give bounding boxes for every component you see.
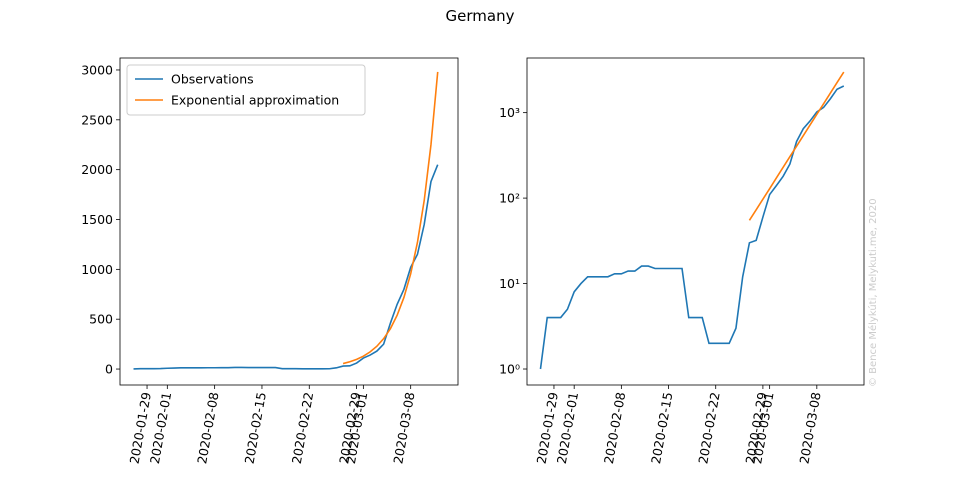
y-tick-label: 3000 xyxy=(81,62,113,77)
y-tick-label: 1000 xyxy=(81,262,113,277)
y-tick-label: 0 xyxy=(105,362,113,377)
y-tick-label: 10² xyxy=(499,191,520,206)
y-tick-label: 1500 xyxy=(81,212,113,227)
y-tick-label: 500 xyxy=(89,312,113,327)
legend-box xyxy=(126,64,366,116)
data-line xyxy=(748,71,845,221)
data-line xyxy=(342,71,439,365)
y-tick-label: 10⁰ xyxy=(499,362,520,377)
y-tick-label: 10³ xyxy=(499,105,520,120)
y-tick-label: 2000 xyxy=(81,162,113,177)
axes-frame xyxy=(526,57,865,386)
legend-label: Observations xyxy=(171,72,254,87)
watermark: © Bence Mélykúti, Melykuti.me, 2020 xyxy=(867,198,879,387)
legend-label: Exponential approximation xyxy=(171,93,339,108)
axes-frame xyxy=(119,57,459,386)
figure-title: Germany xyxy=(446,7,515,25)
y-tick-label: 2500 xyxy=(81,112,113,127)
y-tick-label: 10¹ xyxy=(499,276,520,291)
